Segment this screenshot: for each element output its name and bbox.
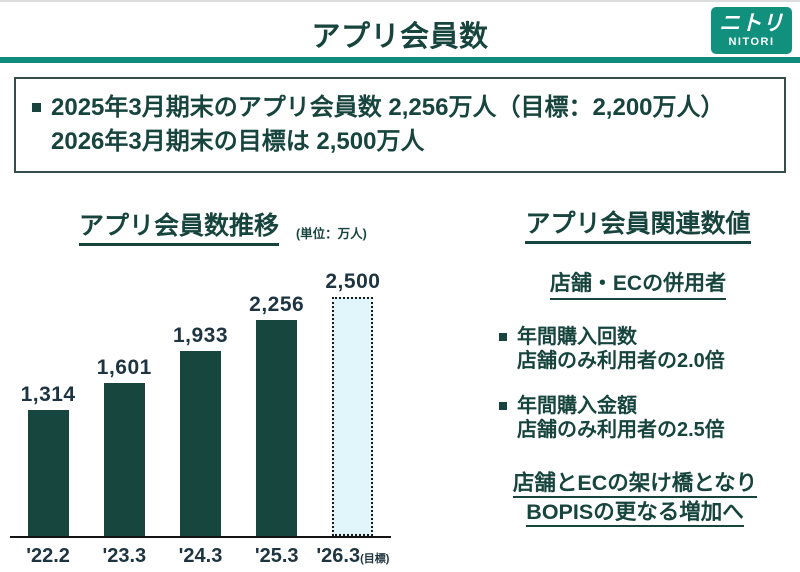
footer-line-2: BOPISの更なる増加へ	[526, 499, 744, 527]
nitori-logo-jp-text: ニトリ	[719, 12, 784, 35]
bar-group: 1,933	[162, 256, 238, 536]
bar-value-label: 2,500	[325, 270, 381, 293]
bar-value-label: 1,933	[172, 324, 229, 347]
header-divider	[0, 57, 800, 63]
page-title: アプリ会員数	[311, 21, 489, 53]
x-axis-label: '23.3	[102, 545, 147, 567]
chart-x-axis-labels: '22.2 '23.3 '24.3 '25.3 '26.3(目標)	[10, 545, 391, 568]
bar-value-label: 1,314	[20, 383, 76, 406]
slide-top-edge	[0, 0, 800, 2]
bar-chart-plot: 1,314 1,601 1,933 2,256 2,500	[10, 256, 391, 538]
bullet-item-line-2: 店舗のみ利用者の2.0倍	[517, 350, 725, 372]
chart-title: アプリ会員数推移	[79, 206, 280, 246]
right-panel-subtitle: 店舗・ECの併用者	[549, 267, 727, 300]
bar	[180, 351, 221, 536]
x-axis-label: '25.3	[254, 545, 299, 567]
bar	[103, 383, 145, 536]
bar-group: 1,601	[86, 256, 162, 536]
nitori-logo-en-text: NITORI	[728, 36, 775, 48]
footer-line-1: 店舗とECの架け橋となり	[512, 470, 758, 498]
x-axis-label: '22.2	[26, 545, 70, 567]
right-panel-title-wrap: アプリ会員関連数値	[480, 204, 796, 244]
bullet-square-icon	[499, 333, 507, 341]
right-panel-footer: 店舗とECの架け橋となり BOPISの更なる増加へ	[470, 470, 800, 528]
chart-unit-label: (単位：万人)	[296, 227, 367, 241]
bullet-square-icon	[499, 402, 507, 410]
x-axis-label-suffix: (目標)	[360, 553, 390, 565]
summary-line-1: 2025年3月期末のアプリ会員数 2,256万人（目標：2,200万人）	[32, 91, 768, 125]
right-panel-bullets: 年間購入回数 店舗のみ利用者の2.0倍 年間購入金額 店舗のみ利用者の2.5倍	[499, 325, 725, 463]
bullet-item-line-2: 店舗のみ利用者の2.5倍	[517, 419, 725, 441]
bullet-item-line-1: 年間購入金額	[499, 394, 725, 418]
bar-group: 2,256	[239, 256, 315, 536]
bullet-item-text: 年間購入金額	[517, 395, 637, 417]
bar-group: 1,314	[10, 256, 86, 536]
bullet-item-line-1: 年間購入回数	[499, 325, 725, 349]
right-panel-subtitle-wrap: 店舗・ECの併用者	[480, 267, 796, 300]
bar-value-label: 2,256	[249, 293, 305, 316]
bar-value-label: 1,601	[96, 356, 152, 379]
summary-line-2: 2026年3月期末の目標は 2,500万人	[51, 128, 425, 155]
bar	[256, 320, 298, 536]
bullet-item-purchase-amount: 年間購入金額 店舗のみ利用者の2.5倍	[499, 394, 725, 442]
bullet-square-icon	[32, 103, 41, 112]
right-panel-title: アプリ会員関連数値	[525, 204, 751, 244]
bar-group: 2,500	[315, 256, 391, 536]
x-axis-label: '24.3	[178, 545, 223, 567]
bullet-item-text: 年間購入回数	[517, 326, 637, 348]
bar	[27, 410, 69, 536]
summary-line-1-text: 2025年3月期末のアプリ会員数 2,256万人（目標：2,200万人）	[51, 94, 725, 121]
x-axis-label: '26.3(目標)	[316, 545, 390, 567]
bullet-item-purchase-count: 年間購入回数 店舗のみ利用者の2.0倍	[499, 325, 725, 373]
bar-target	[332, 297, 374, 536]
summary-box: 2025年3月期末のアプリ会員数 2,256万人（目標：2,200万人） 202…	[14, 77, 786, 173]
nitori-logo: ニトリ NITORI	[711, 7, 792, 54]
